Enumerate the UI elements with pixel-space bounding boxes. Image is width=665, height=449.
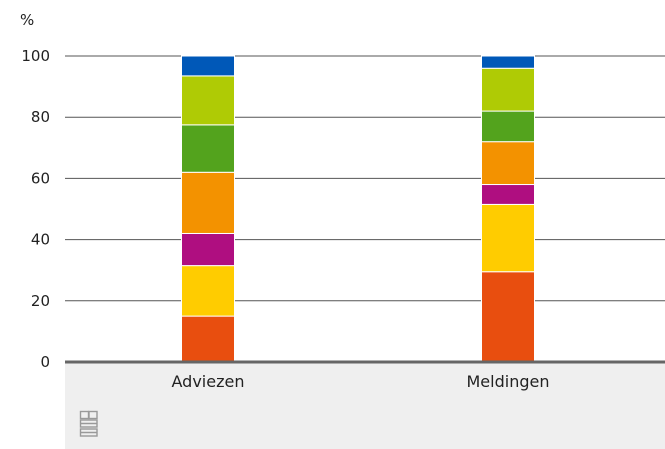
y-tick-label: 60 bbox=[31, 169, 50, 187]
bar-segment bbox=[481, 141, 535, 186]
grid-lines bbox=[65, 55, 665, 302]
y-tick-label: 100 bbox=[21, 47, 50, 65]
footer-band bbox=[65, 362, 665, 449]
bars bbox=[181, 55, 535, 363]
bar-segment bbox=[481, 110, 535, 143]
bar-segment bbox=[481, 271, 535, 363]
bar-segment bbox=[481, 67, 535, 112]
bar-segment bbox=[181, 171, 235, 234]
y-tick-labels: 0 20 40 60 80 100 bbox=[21, 47, 50, 371]
cbs-logo-icon bbox=[79, 410, 98, 437]
bar-segment bbox=[481, 184, 535, 205]
bar-segment bbox=[181, 265, 235, 317]
bar-segment bbox=[481, 55, 535, 69]
bar-segment bbox=[181, 232, 235, 267]
x-category-labels: Adviezen Meldingen bbox=[172, 372, 550, 391]
bar-segment bbox=[181, 75, 235, 126]
y-tick-label: 40 bbox=[31, 231, 50, 249]
x-category-label: Meldingen bbox=[467, 372, 550, 391]
bar-segment bbox=[181, 55, 235, 77]
y-tick-label: 20 bbox=[31, 292, 50, 310]
bar-segment bbox=[181, 315, 235, 363]
x-category-label: Adviezen bbox=[172, 372, 245, 391]
y-tick-label: 80 bbox=[31, 108, 50, 126]
bar-segment bbox=[481, 203, 535, 273]
y-tick-label: 0 bbox=[40, 353, 50, 371]
y-unit-label: % bbox=[20, 11, 34, 29]
bar-segment bbox=[181, 124, 235, 173]
